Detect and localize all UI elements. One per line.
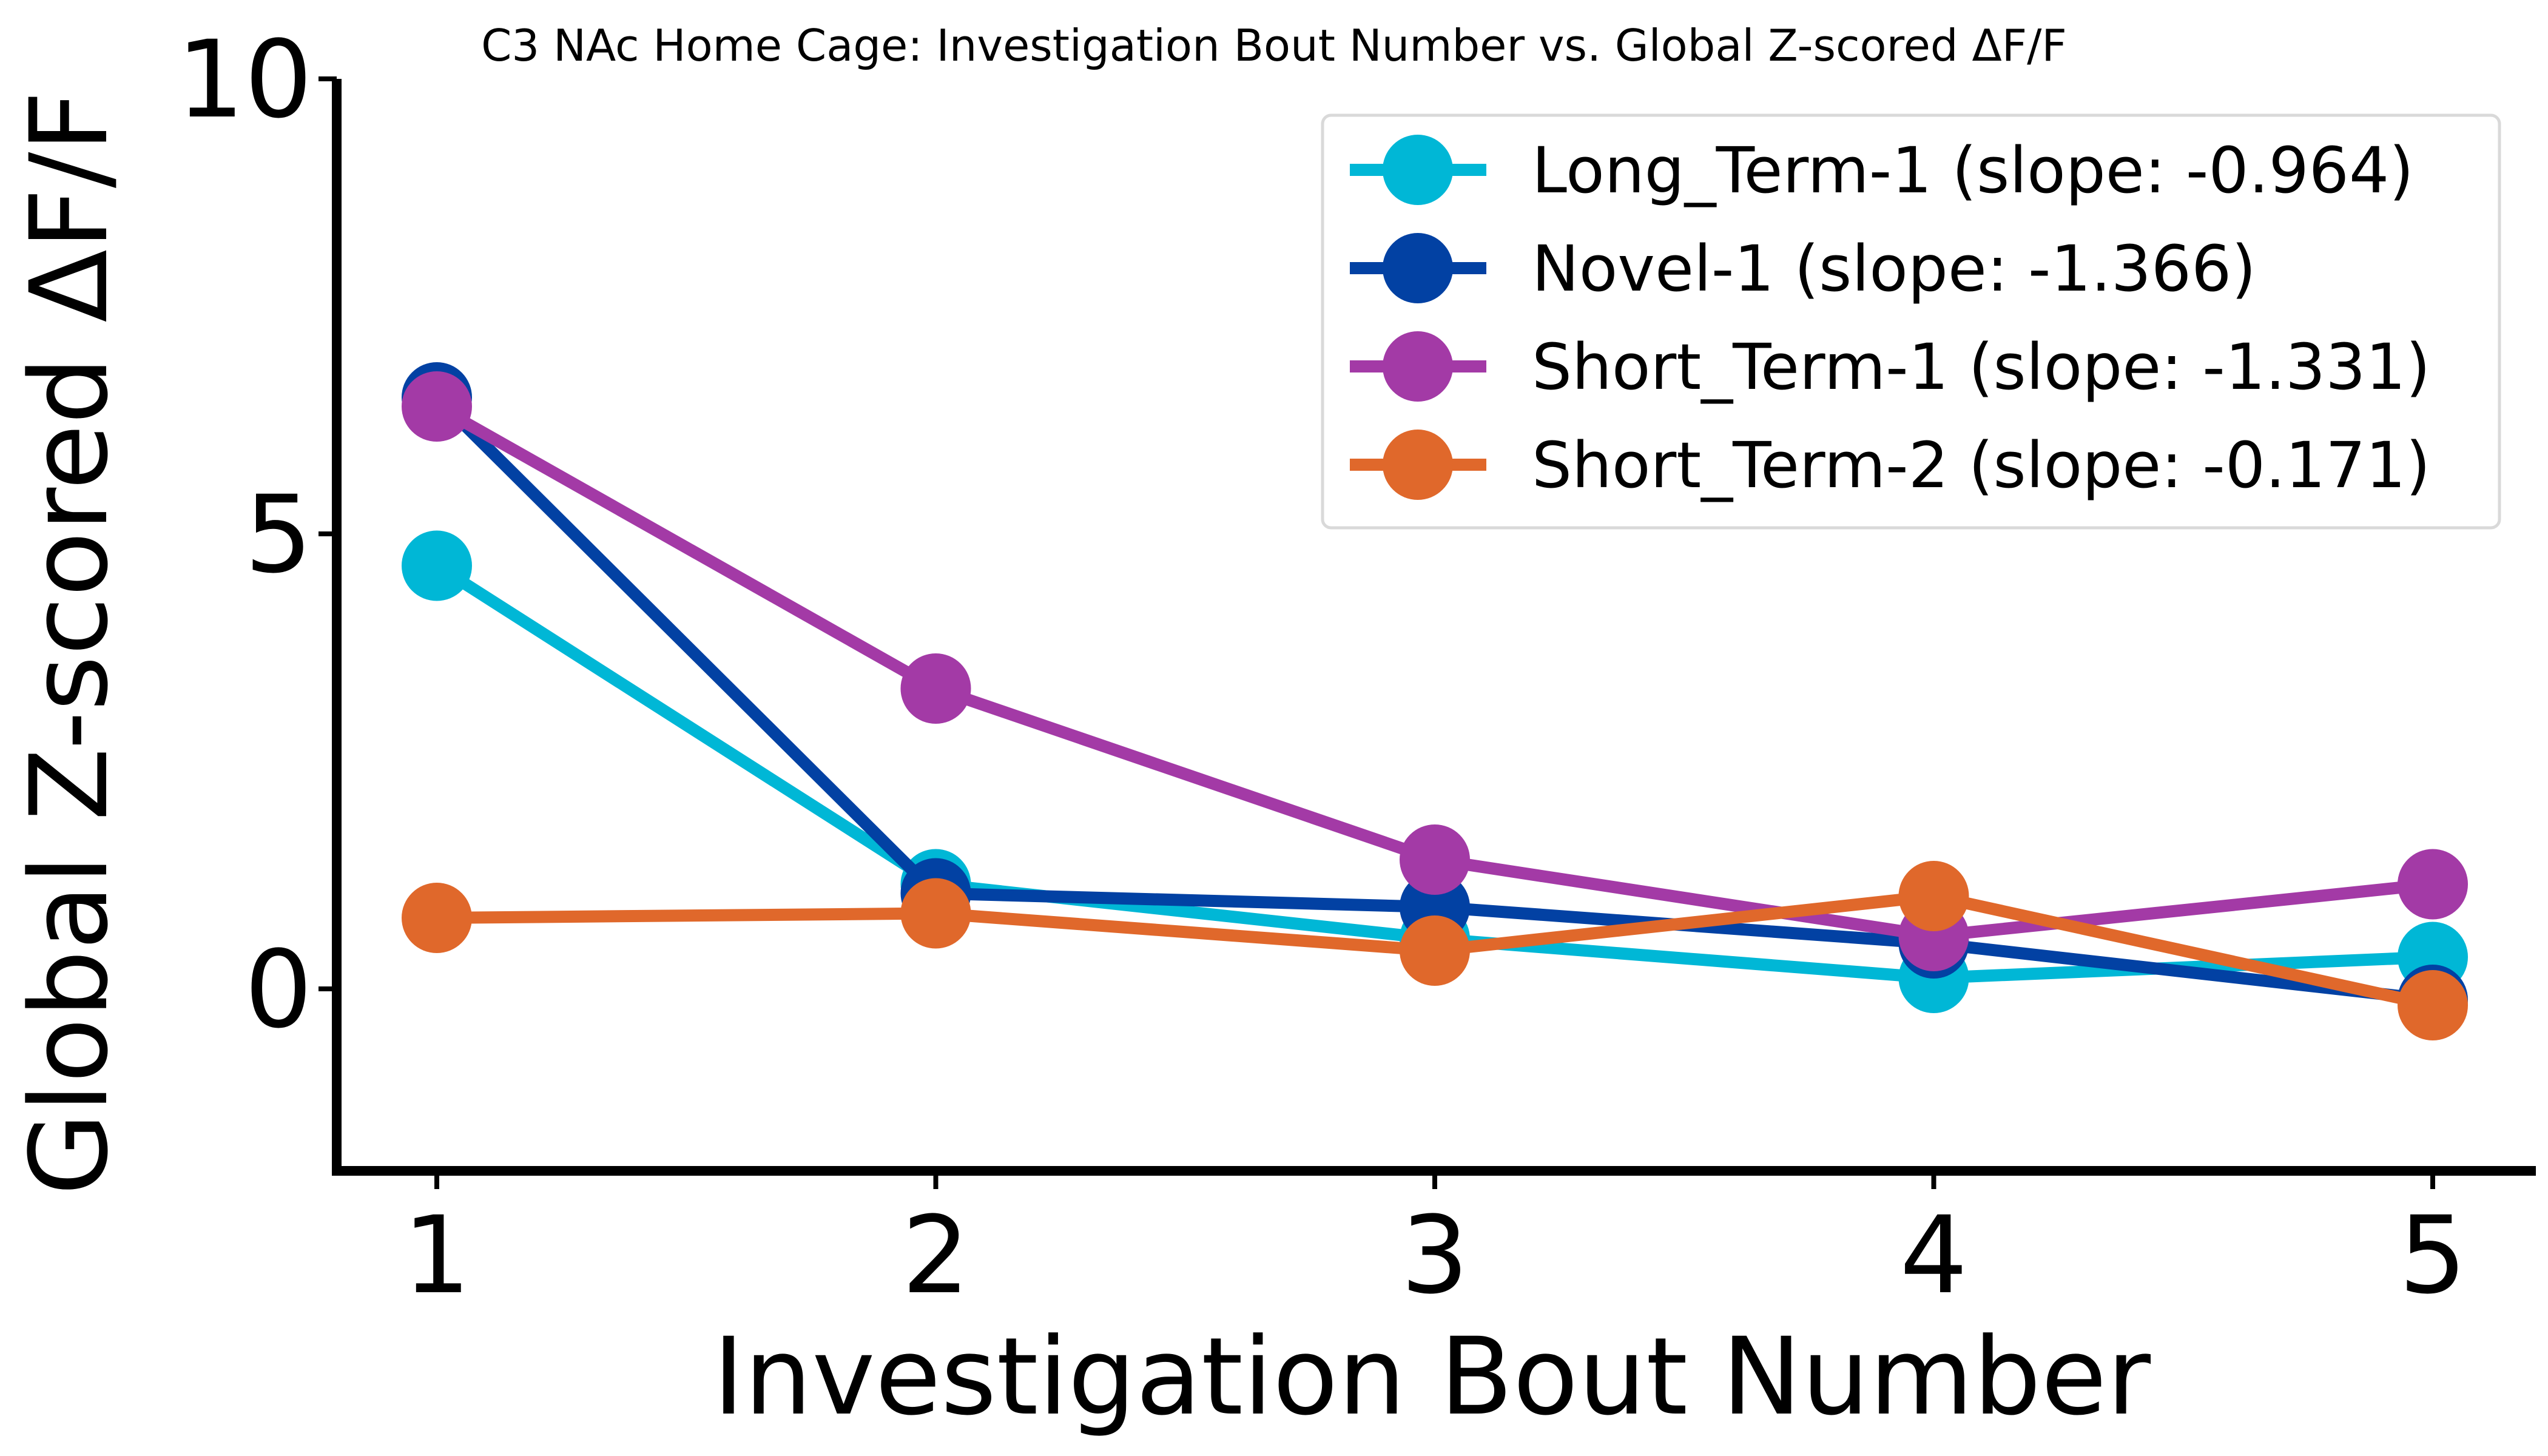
data-point	[2398, 970, 2468, 1040]
data-point	[402, 530, 472, 601]
legend-label: Long_Term-1 (slope: -0.964)	[1532, 133, 2414, 207]
y-tick-label: 10	[177, 18, 312, 142]
legend-item: Long_Term-1 (slope: -0.964)	[1350, 133, 2414, 207]
ticks: 0 5 10 1 2 3 4 5	[177, 18, 2467, 1318]
data-point	[1400, 915, 1470, 986]
x-tick-label: 1	[403, 1193, 471, 1318]
legend-item: Short_Term-1 (slope: -1.331)	[1350, 330, 2430, 404]
data-point	[402, 883, 472, 953]
legend-marker	[1383, 331, 1453, 402]
x-tick-label: 4	[1900, 1193, 1968, 1318]
y-axis-label: Global Z-scored ΔF/F	[7, 90, 132, 1195]
data-point	[2398, 849, 2468, 920]
series-layer	[402, 362, 2468, 1040]
legend-item: Short_Term-2 (slope: -0.171)	[1350, 428, 2430, 502]
legend-box	[1321, 113, 2501, 530]
data-point	[900, 653, 971, 724]
legend-label: Short_Term-2 (slope: -0.171)	[1532, 428, 2430, 502]
chart-title: C3 NAc Home Cage: Investigation Bout Num…	[481, 20, 2067, 71]
x-axis-label: Investigation Bout Number	[713, 1315, 2151, 1439]
x-tick-label: 5	[2399, 1193, 2467, 1318]
legend-marker	[1383, 135, 1453, 205]
y-tick-label: 5	[244, 473, 312, 597]
y-tick-label: 0	[244, 928, 312, 1052]
legend-marker	[1383, 430, 1453, 500]
legend-marker	[1383, 233, 1453, 303]
x-tick-label: 3	[1401, 1193, 1469, 1318]
x-tick-label: 2	[902, 1193, 970, 1318]
data-point	[402, 371, 472, 442]
legend-item: Novel-1 (slope: -1.366)	[1350, 232, 2256, 306]
data-point	[1400, 824, 1470, 895]
series-4	[402, 861, 2468, 1040]
data-point	[1898, 861, 1969, 931]
data-point	[900, 878, 971, 949]
legend-label: Short_Term-1 (slope: -1.331)	[1532, 330, 2430, 404]
legend: Long_Term-1 (slope: -0.964) Novel-1 (slop…	[1321, 113, 2501, 530]
legend-label: Novel-1 (slope: -1.366)	[1532, 232, 2256, 306]
